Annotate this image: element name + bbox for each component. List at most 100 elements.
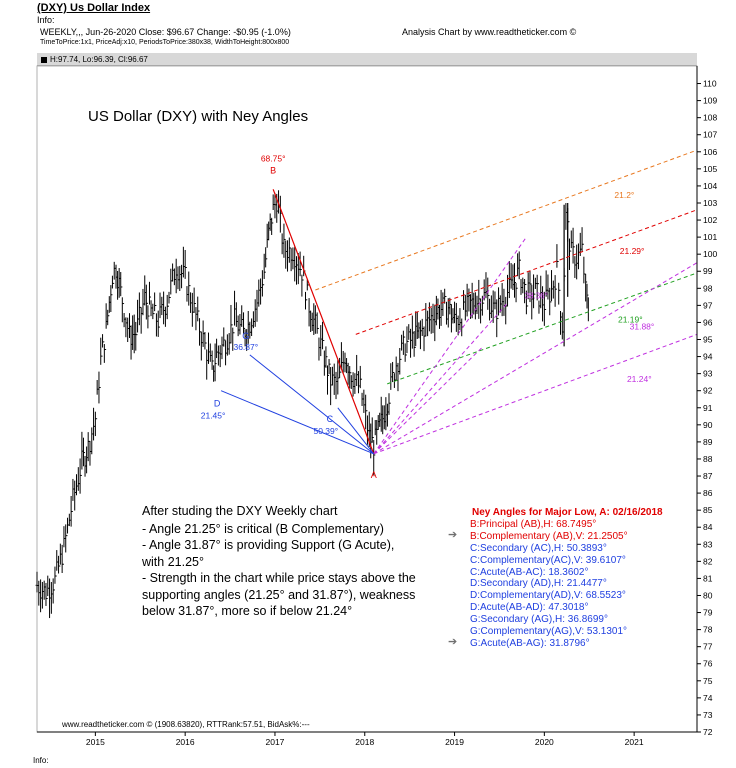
pivot-label: G: [242, 331, 249, 341]
legend-row: C:Acute(AB-AC): 18.3602°: [470, 567, 663, 579]
angle-line: [387, 272, 698, 385]
legend-rows: B:Principal (AB),H: 68.7495° ➔ B:Complemen…: [448, 519, 663, 650]
legend-row: B:Principal (AB),H: 68.7495°: [470, 519, 663, 531]
legend-row-text: C:Secondary (AC),H: 50.3893°: [470, 542, 607, 554]
annotation-bullet: supporting angles (21.25° and 31.87°), w…: [142, 587, 416, 602]
x-tick-label: 2021: [625, 737, 644, 747]
legend-row: ➔ G:Acute(AB-AG): 31.8796°: [448, 636, 663, 650]
annotation-intro: After studing the DXY Weekly chart: [142, 504, 338, 518]
pivot-label: A: [371, 470, 377, 480]
y-tick-label: 86: [703, 488, 713, 498]
legend-row-text: D:Complementary(AD),V: 68.5523°: [470, 590, 626, 602]
angle-line-label: 21.24°: [627, 374, 652, 384]
chart-header-title[interactable]: (DXY) Us Dollar Index: [37, 2, 151, 14]
pivot-line: [337, 407, 375, 455]
x-tick-label: 2018: [355, 737, 374, 747]
annotation-bullet: - Strength in the chart while price stay…: [142, 571, 416, 585]
legend-row-text: G:Secondary (AG),H: 36.8699°: [470, 614, 608, 626]
legend-row-text: B:Complementary (AB),V: 21.2505°: [470, 530, 628, 542]
annotation-bullet: - Angle 31.87° is providing Support (G A…: [142, 538, 395, 552]
pivot-angle-label: 21.45°: [201, 411, 226, 421]
y-tick-label: 106: [703, 147, 717, 157]
square-icon: [41, 56, 47, 63]
y-tick-label: 75: [703, 676, 713, 686]
annotation-bullet: with 21.25°: [142, 554, 204, 569]
legend-row: G:Complementary(AG),V: 53.1301°: [470, 626, 663, 638]
pivot-line: [249, 354, 375, 455]
y-tick-label: 79: [703, 608, 713, 618]
pivot-angle-label: 68.75°: [261, 153, 286, 163]
y-tick-label: 77: [703, 642, 713, 652]
pivot-angle-label: 36.87°: [233, 342, 258, 352]
pivot-line-ab: [272, 189, 375, 455]
price-bars: [35, 190, 589, 619]
annotation-block: After studing the DXY Weekly chart - Ang…: [142, 503, 416, 620]
plot-area: [36, 65, 698, 733]
y-tick-label: 107: [703, 130, 717, 140]
legend-row: ➔ B:Complementary (AB),V: 21.2505°: [448, 529, 663, 543]
angle-line: [355, 209, 698, 335]
y-tick-label: 94: [703, 352, 713, 362]
legend-row-text: C:Acute(AB-AC): 18.3602°: [470, 566, 589, 578]
pivot-lines: [220, 189, 375, 455]
y-tick-label: 72: [703, 727, 713, 737]
y-tick-label: 76: [703, 659, 713, 669]
header-quote-line: WEEKLY,,, Jun-26-2020 Close: $96.67 Chan…: [40, 27, 291, 37]
y-axis: 72 73 74 75 76 77 78 79 80 81 82 83 84 85 86 87 88 89 90 91…: [696, 66, 717, 737]
ohlc-values: H:97.74, Lo:96.39, Cl:96.67: [50, 55, 148, 64]
legend-row: D:Acute(AB-AD): 47.3018°: [470, 602, 663, 614]
pivot-label: D: [214, 399, 221, 409]
y-tick-label: 92: [703, 386, 713, 396]
y-tick-label: 90: [703, 420, 713, 430]
legend-row-text: G:Acute(AB-AG): 31.8796°: [470, 637, 590, 649]
y-tick-label: 110: [703, 79, 717, 89]
y-tick-label: 80: [703, 590, 713, 600]
annotation-bullet: - Angle 21.25° is critical (B Complement…: [142, 521, 384, 536]
legend-row: D:Complementary(AD),V: 68.5523°: [470, 590, 663, 602]
y-tick-label: 91: [703, 403, 713, 413]
y-tick-label: 104: [703, 181, 717, 191]
y-tick-label: 99: [703, 266, 713, 276]
legend-row: G:Secondary (AG),H: 36.8699°: [470, 614, 663, 626]
y-tick-label: 74: [703, 693, 713, 703]
legend-row-text: B:Principal (AB),H: 68.7495°: [470, 518, 597, 530]
y-tick-label: 89: [703, 437, 713, 447]
legend-row-text: G:Complementary(AG),V: 53.1301°: [470, 626, 628, 638]
y-tick-label: 78: [703, 625, 713, 635]
x-tick-label: 2015: [86, 737, 105, 747]
ney-angles-legend: Ney Angles for Major Low, A: 02/16/2018 …: [448, 507, 663, 650]
angle-line-label: 38.36°: [525, 292, 548, 301]
y-tick-label: 87: [703, 471, 713, 481]
footer-info-label: Info:: [33, 756, 49, 765]
angle-lines: 21.2° 21.29° 21.19°31.88° 21.24° 38.36°: [315, 149, 698, 455]
y-tick-label: 98: [703, 283, 713, 293]
angle-line: [373, 333, 698, 455]
y-tick-label: 88: [703, 454, 713, 464]
footer-credit: www.readtheticker.com © (1908.63820), RT…: [62, 720, 310, 729]
y-tick-label: 97: [703, 300, 713, 310]
pivot-line: [220, 390, 374, 455]
y-tick-label: 93: [703, 369, 713, 379]
legend-row-text: D:Acute(AB-AD): 47.3018°: [470, 602, 589, 614]
x-tick-label: 2019: [445, 737, 464, 747]
pivot-label: B: [270, 165, 276, 175]
y-tick-label: 73: [703, 710, 713, 720]
pivot-angle-label: 50.39°: [313, 426, 338, 436]
legend-title: Ney Angles for Major Low, A: 02/16/2018: [472, 507, 663, 518]
y-tick-label: 83: [703, 539, 713, 549]
angle-line-label: 31.88°: [630, 321, 655, 331]
y-tick-label: 105: [703, 164, 717, 174]
y-tick-label: 109: [703, 96, 717, 106]
y-tick-label: 81: [703, 573, 713, 583]
legend-row: C:Secondary (AC),H: 50.3893°: [470, 543, 663, 555]
y-tick-label: 100: [703, 249, 717, 259]
arrow-right-icon: ➔: [448, 528, 458, 541]
annotation-bullet: below 31.87°, more so if below 21.24°: [142, 604, 353, 618]
angle-line-label: 21.19°: [618, 314, 643, 324]
chart-title: US Dollar (DXY) with Ney Angles: [88, 108, 308, 125]
y-tick-label: 108: [703, 113, 717, 123]
y-tick-label: 102: [703, 215, 717, 225]
y-tick-label: 95: [703, 335, 713, 345]
angle-line-label: 21.2°: [614, 190, 634, 200]
